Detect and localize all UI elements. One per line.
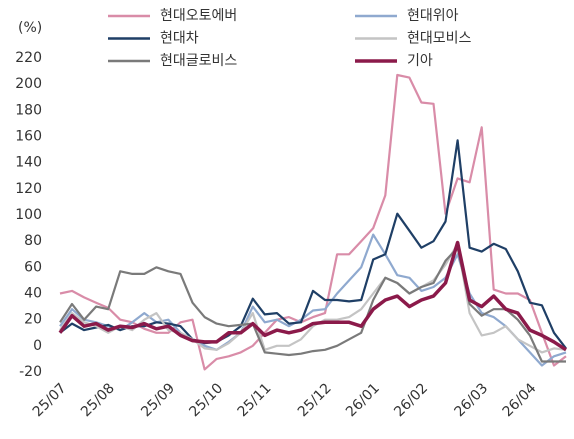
x-tick-label: 25/12 [295, 380, 335, 420]
x-tick-label: 26/04 [500, 380, 540, 420]
legend-label: 기아 [407, 53, 433, 69]
legend-label: 현대모비스 [407, 31, 472, 47]
y-tick-label: 80 [24, 233, 42, 249]
x-tick-label: 26/02 [391, 380, 431, 420]
y-tick-label: 160 [15, 129, 42, 145]
legend-label: 현대글로비스 [160, 53, 237, 69]
x-tick-label: 26/03 [451, 380, 491, 420]
series-line [59, 233, 567, 367]
y-unit: (%) [18, 20, 42, 36]
series-line [58, 240, 567, 352]
x-tick-label: 25/08 [78, 380, 118, 420]
y-tick-label: 120 [15, 181, 42, 197]
y-tick-label: 40 [24, 286, 42, 302]
y-tick-label: -20 [19, 364, 42, 380]
x-tick-label: 26/01 [343, 380, 383, 420]
legend-label: 현대오토에버 [160, 8, 237, 24]
y-tick-label: 180 [15, 102, 42, 118]
series-line [59, 246, 566, 363]
y-tick-label: 140 [15, 155, 42, 171]
y-tick-label: 60 [24, 259, 42, 275]
y-tick-label: 0 [33, 338, 42, 354]
legend-label: 현대위아 [407, 8, 459, 24]
legend-label: 현대차 [160, 31, 199, 47]
x-tick-label: 25/07 [30, 380, 70, 420]
series-line [59, 73, 567, 371]
y-tick-label: 20 [24, 312, 42, 328]
series-line [59, 242, 567, 354]
x-tick-label: 25/11 [235, 380, 275, 420]
y-tick-label: 100 [15, 207, 42, 223]
x-tick-label: 25/09 [138, 380, 178, 420]
x-tick-label: 25/10 [186, 380, 226, 420]
y-tick-label: 220 [15, 50, 42, 66]
y-tick-label: 200 [15, 76, 42, 92]
series-line [59, 139, 567, 350]
